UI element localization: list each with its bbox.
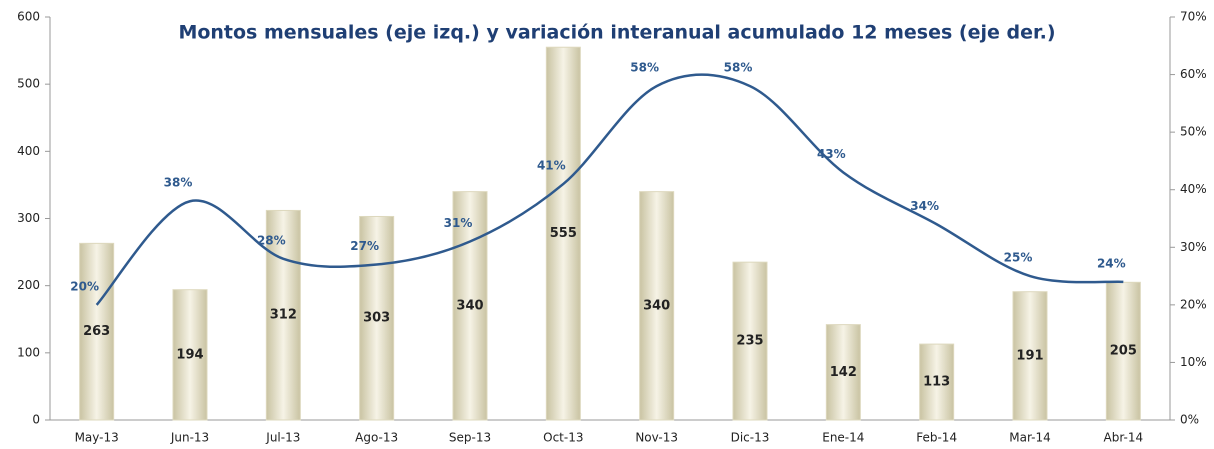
- y2-tick-label: 70%: [1180, 10, 1207, 24]
- bar-label: 194: [176, 347, 203, 362]
- y-tick-label: 300: [17, 211, 40, 225]
- y-tick-label: 200: [17, 278, 40, 292]
- x-tick-label: Ago-13: [355, 431, 398, 445]
- x-tick-label: Jun-13: [170, 431, 209, 445]
- bar-label: 555: [550, 226, 577, 241]
- bar-label: 191: [1016, 348, 1043, 363]
- line: [95, 73, 1124, 306]
- bar: [639, 191, 675, 421]
- line-label: 28%: [257, 233, 286, 247]
- bar-label: 113: [923, 375, 950, 390]
- line-label: 27%: [350, 239, 379, 253]
- line-label: 24%: [1097, 256, 1126, 270]
- bar-label: 340: [643, 298, 670, 313]
- x-tick-label: Dic-13: [731, 431, 770, 445]
- x-tick-label: Feb-14: [916, 431, 957, 445]
- line-label: 38%: [164, 176, 193, 190]
- x-tick-label: Abr-14: [1104, 431, 1144, 445]
- bar: [825, 324, 861, 421]
- bar: [452, 191, 488, 421]
- line-label: 43%: [817, 147, 846, 161]
- x-tick-label: Ene-14: [822, 431, 864, 445]
- x-tick-label: May-13: [75, 431, 119, 445]
- line-label: 58%: [724, 61, 753, 75]
- x-tick-label: Mar-14: [1009, 431, 1050, 445]
- bar: [79, 242, 115, 421]
- x-tick-label: Sep-13: [449, 431, 491, 445]
- line-label: 25%: [1004, 251, 1033, 265]
- x-tick-label: Oct-13: [543, 431, 583, 445]
- bar: [545, 46, 581, 421]
- bar-label: 312: [270, 308, 297, 323]
- bar: [1012, 291, 1048, 421]
- bar: [732, 261, 768, 421]
- y2-tick-label: 20%: [1180, 297, 1207, 311]
- y-tick-label: 0: [32, 413, 40, 427]
- y2-tick-label: 0%: [1180, 413, 1199, 427]
- bar: [1105, 281, 1141, 421]
- line-label: 31%: [444, 216, 473, 230]
- bar: [919, 343, 955, 421]
- bar-label: 205: [1110, 344, 1137, 359]
- y2-tick-label: 60%: [1180, 67, 1207, 81]
- y-tick-label: 500: [17, 77, 40, 91]
- line-label: 20%: [70, 279, 99, 293]
- bar: [172, 289, 208, 421]
- bar-label: 235: [736, 334, 763, 349]
- y2-tick-label: 40%: [1180, 182, 1207, 196]
- line-label: 34%: [910, 199, 939, 213]
- line-label: 41%: [537, 158, 566, 172]
- x-tick-label: Jul-13: [265, 431, 300, 445]
- bar-label: 340: [456, 298, 483, 313]
- y2-tick-label: 30%: [1180, 240, 1207, 254]
- chart-title: Montos mensuales (eje izq.) y variación …: [178, 22, 1055, 44]
- bar: [265, 209, 301, 421]
- y-tick-label: 600: [17, 10, 40, 24]
- line-label: 58%: [630, 61, 659, 75]
- bar: [359, 215, 395, 421]
- bar-label: 303: [363, 311, 390, 326]
- y-tick-label: 400: [17, 144, 40, 158]
- bar-label: 142: [830, 365, 857, 380]
- y2-tick-label: 50%: [1180, 125, 1207, 139]
- y-tick-label: 100: [17, 345, 40, 359]
- bar-label: 263: [83, 324, 110, 339]
- x-tick-label: Nov-13: [635, 431, 678, 445]
- y2-tick-label: 10%: [1180, 355, 1207, 369]
